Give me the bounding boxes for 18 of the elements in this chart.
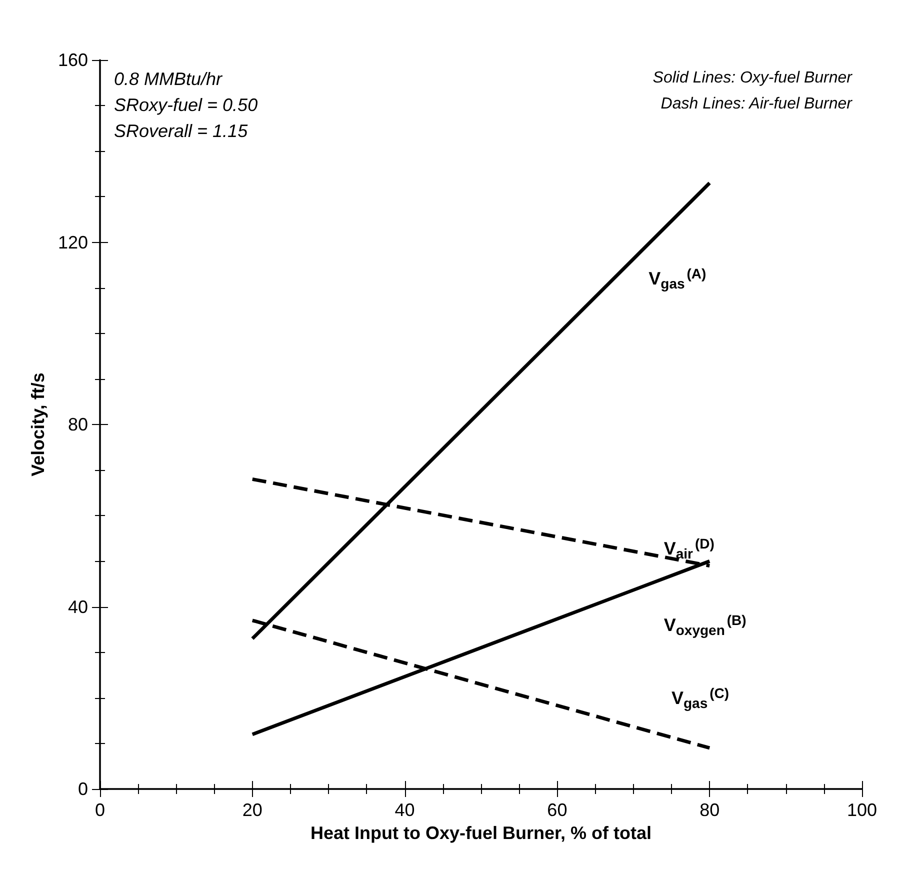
y-tick-label: 40: [68, 596, 88, 617]
annotation: SRoverall = 1.15: [114, 121, 249, 141]
annotation: Solid Lines: Oxy-fuel Burner: [652, 70, 853, 86]
annotation: SRoxy-fuel = 0.50: [114, 95, 258, 115]
x-tick-label: 40: [394, 800, 415, 820]
x-tick-label: 60: [547, 800, 568, 820]
y-tick-label: 120: [58, 232, 88, 252]
x-tick-label: 20: [242, 800, 262, 820]
y-axis-title: Velocity, ft/s: [28, 372, 48, 476]
x-tick-label: 100: [846, 800, 878, 820]
x-tick-label: 80: [700, 800, 720, 820]
y-tick-label: 80: [68, 414, 88, 434]
annotation: 0.8 MMBtu/hr: [114, 69, 224, 89]
y-tick-label: 0: [78, 779, 88, 799]
x-tick-label: 0: [94, 800, 106, 820]
annotation: Dash Lines: Air-fuel Burner: [660, 96, 853, 112]
x-axis-title: Heat Input to Oxy-fuel Burner, % of total: [310, 822, 652, 843]
y-tick-label: 160: [58, 50, 88, 70]
